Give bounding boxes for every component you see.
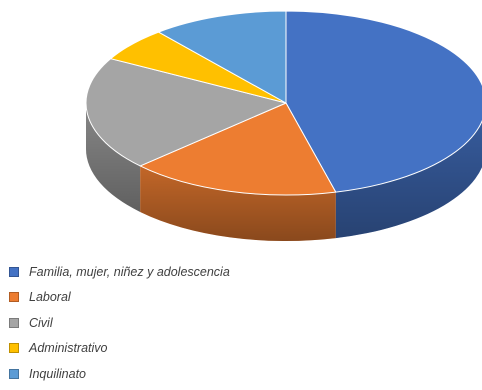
legend-swatch-administrativo <box>9 343 19 354</box>
legend-item-familia: Familia, mujer, niñez y adolescencia <box>9 259 469 285</box>
legend-swatch-laboral <box>9 292 19 303</box>
legend-label-familia: Familia, mujer, niñez y adolescencia <box>29 264 230 279</box>
pie-side-shade-familia <box>335 121 482 239</box>
pie-slice-civil <box>85 58 287 167</box>
pie-side-shade-civil <box>86 103 141 212</box>
pie-slice-inquilinato <box>158 10 287 104</box>
legend-label-administrativo: Administrativo <box>29 341 108 356</box>
pie-sides <box>86 103 482 241</box>
pie-slice-laboral <box>139 102 337 196</box>
legend-item-inquilinato: Inquilinato <box>9 361 469 387</box>
pie-chart <box>85 10 482 241</box>
pie-side-shade-laboral <box>140 165 336 241</box>
pie-tops <box>85 10 482 196</box>
chart-legend: Familia, mujer, niñez y adolescencia Labo… <box>9 259 469 387</box>
legend-label-civil: Civil <box>29 315 53 330</box>
legend-swatch-inquilinato <box>9 368 19 379</box>
legend-item-laboral: Laboral <box>9 285 469 311</box>
legend-swatch-familia <box>9 266 19 277</box>
legend-swatch-civil <box>9 317 19 328</box>
legend-label-inquilinato: Inquilinato <box>29 366 86 381</box>
legend-item-civil: Civil <box>9 310 469 336</box>
pie-slice-familia <box>285 10 482 193</box>
legend-item-administrativo: Administrativo <box>9 336 469 362</box>
legend-label-laboral: Laboral <box>29 290 71 305</box>
